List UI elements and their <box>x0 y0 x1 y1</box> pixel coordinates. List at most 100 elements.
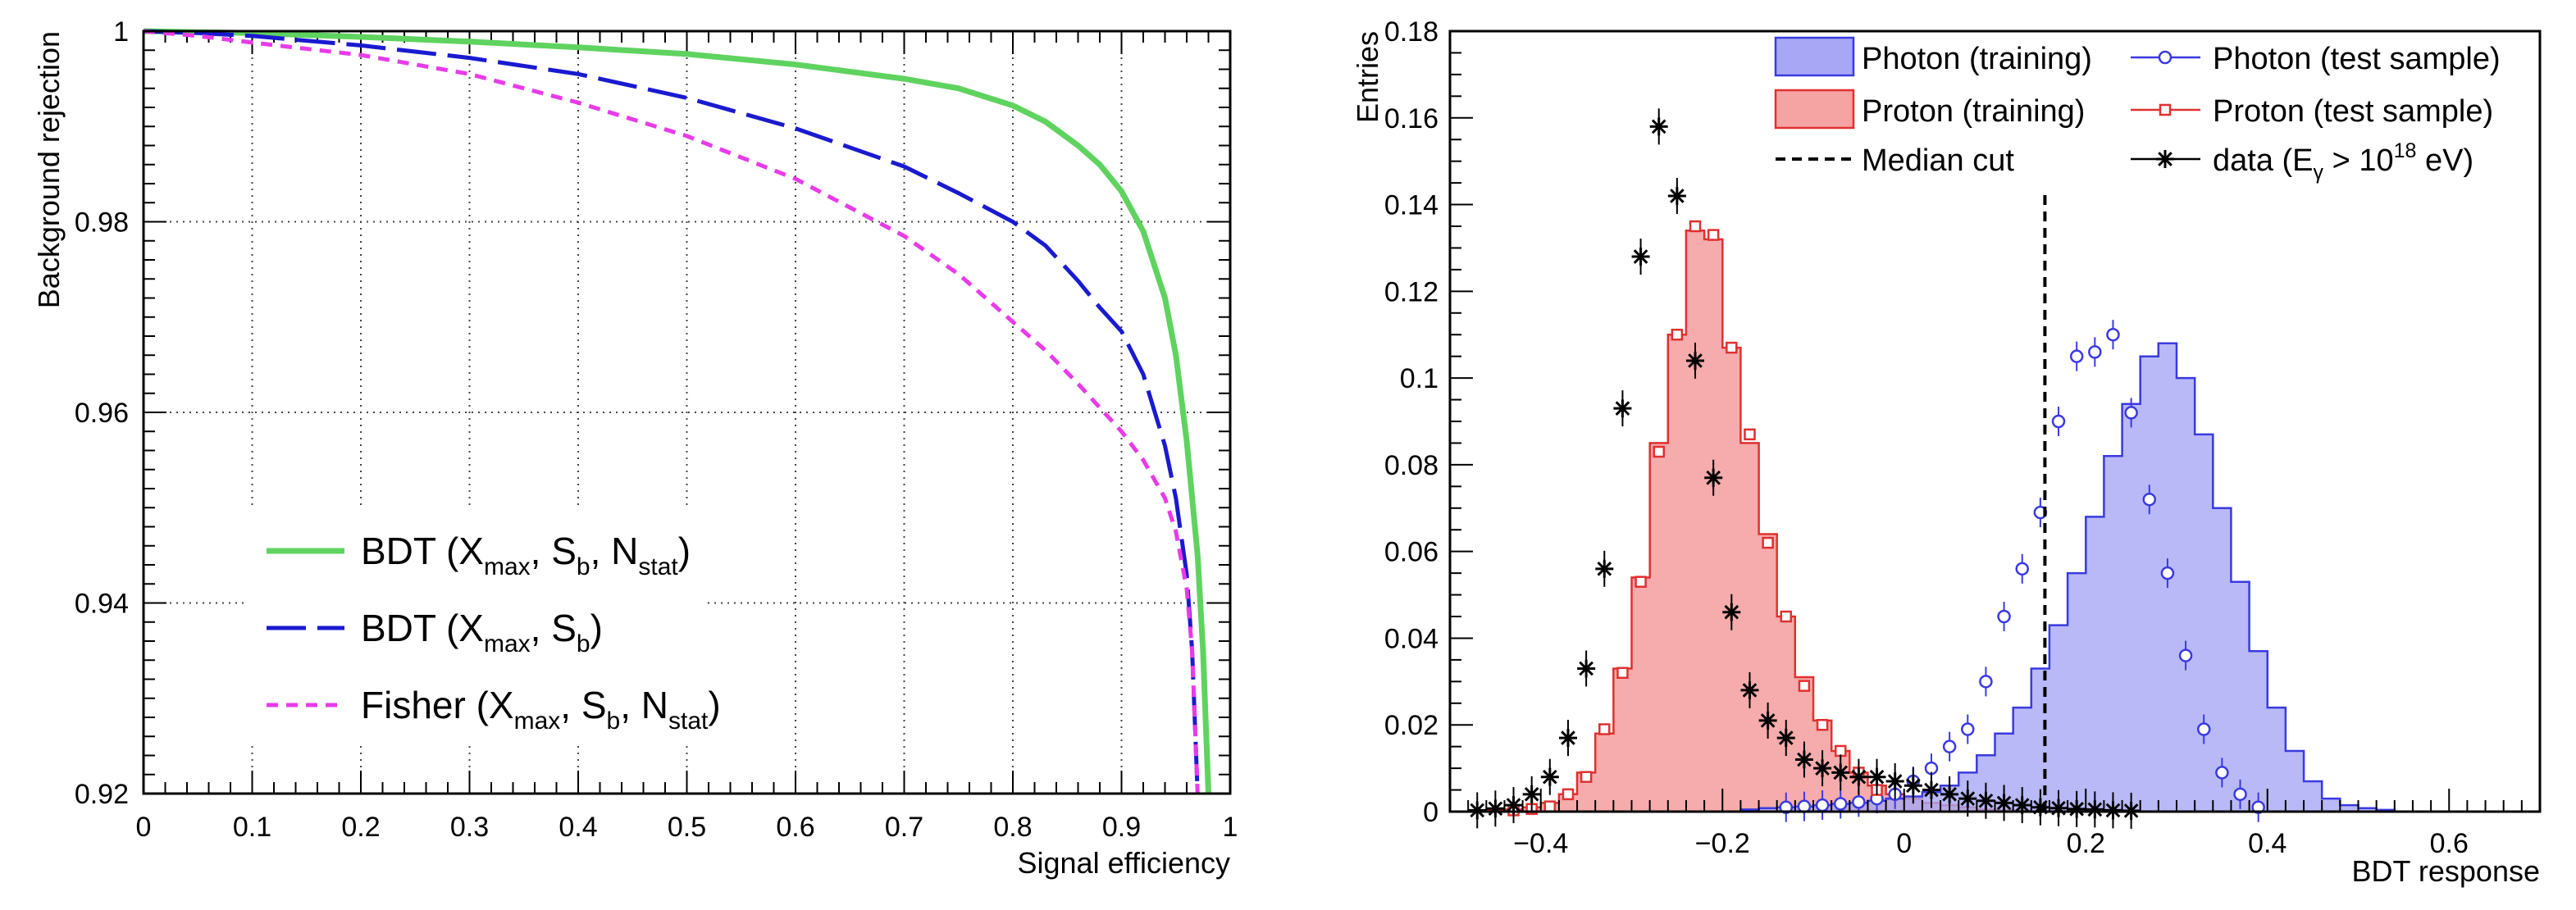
data-point <box>1667 177 1686 214</box>
photon-test-point <box>2088 345 2102 359</box>
photon-test-point <box>2051 414 2066 429</box>
photon-test-point <box>2215 766 2229 780</box>
data-point <box>1540 758 1559 795</box>
y-tick-label: 0.08 <box>1384 450 1438 481</box>
x-tick-label: 0.3 <box>450 812 489 843</box>
data-point <box>1504 787 1523 824</box>
y-tick-label: 0.18 <box>1384 16 1438 48</box>
photon-test-point <box>2160 566 2175 580</box>
data-point <box>1794 741 1813 778</box>
x-tick-label: −0.4 <box>1513 828 1568 859</box>
photon-test-point <box>2233 787 2247 802</box>
data-point <box>1722 594 1741 630</box>
x-tick-label: 0.1 <box>233 812 271 843</box>
data-point <box>2068 790 2086 827</box>
proton-test-point <box>1653 445 1665 458</box>
legend-swatch-data <box>2131 150 2200 168</box>
proton-test-point <box>1798 680 1811 692</box>
data-point <box>1885 762 1904 799</box>
data-point <box>1976 782 1995 819</box>
x-tick-label: 0.4 <box>559 812 597 843</box>
photon-test-point <box>1961 722 1975 736</box>
data-point <box>2086 791 2104 828</box>
proton-test-point <box>1543 800 1557 812</box>
photon-test-point <box>2124 406 2138 420</box>
bdt-response-chart: −0.4 −0.2 0 0.2 0.4 0.6 0 0.02 0.04 0.06 0.08 0.1 0.… <box>1351 16 2542 888</box>
data-point <box>1468 792 1487 829</box>
legend-label-2: BDT (Xmax, Sb) <box>361 607 603 657</box>
photon-test-point <box>2196 722 2211 736</box>
data-point <box>1758 702 1777 739</box>
photon-test-point <box>2142 492 2157 507</box>
proton-test-point <box>1834 744 1847 758</box>
y-tick-label: 0.12 <box>1384 276 1438 307</box>
plot-frame <box>1448 30 2542 813</box>
x-tick-label: 0.6 <box>776 812 814 843</box>
x-tick-label: 0.2 <box>341 812 380 843</box>
data-point <box>1613 390 1632 427</box>
photon-test-point <box>2069 349 2084 363</box>
photon-test-point <box>2106 327 2120 342</box>
y-tick-label: 0.16 <box>1384 103 1438 134</box>
proton-test-point <box>1689 220 1702 233</box>
proton-test-point <box>1562 788 1575 801</box>
y-tick-label: 0.06 <box>1384 537 1438 568</box>
legend-label-1: BDT (Xmax, Sb, Nstat) <box>361 530 691 580</box>
data-point <box>1958 780 1977 817</box>
photon-test-point <box>2178 648 2193 662</box>
y-tick-label: 0 <box>1423 797 1438 828</box>
proton-test-point <box>1635 576 1647 588</box>
data-point <box>1940 776 1959 812</box>
legend-swatch-photon-test <box>2158 50 2173 65</box>
legend-swatch-photon-training <box>1774 36 1855 77</box>
proton-test-point <box>1616 667 1629 680</box>
proton-test-point <box>1780 610 1793 623</box>
data-point <box>1776 720 1795 757</box>
y-tick-label: 0.94 <box>75 589 129 620</box>
x-tick-label: 0.6 <box>2430 828 2469 859</box>
legend-label-photon-training: Photon (training) <box>1862 42 2092 76</box>
proton-test-point <box>1580 771 1593 783</box>
data-point <box>2013 787 2031 824</box>
photon-test-point <box>1852 795 1866 809</box>
legend-label-proton-test: Proton (test sample) <box>2213 94 2493 129</box>
proton-test-point <box>1744 428 1756 441</box>
data-point <box>1995 785 2013 821</box>
legend-label-photon-test: Photon (test sample) <box>2213 42 2501 76</box>
x-axis-label: BDT response <box>2352 854 2540 888</box>
y-tick-label: 0.92 <box>75 779 129 810</box>
legend-label-3: Fisher (Xmax, Sb, Nstat) <box>361 684 721 735</box>
y-tick-label: 1 <box>113 16 129 48</box>
data-point <box>1849 758 1868 795</box>
x-tick-label: 0.8 <box>993 812 1032 843</box>
x-tick-label: 0.2 <box>2067 828 2105 859</box>
y-tick-label: 0.98 <box>75 207 129 239</box>
proton-test-point <box>1762 536 1774 549</box>
data-point <box>1831 754 1850 791</box>
y-axis-label: Background rejection <box>32 31 66 308</box>
data-point <box>1686 342 1705 379</box>
legend-label-proton-training: Proton (training) <box>1862 94 2085 129</box>
series-line-2 <box>143 29 1200 794</box>
data-point <box>1867 758 1886 795</box>
x-tick-label: 0 <box>136 812 152 843</box>
data-point <box>1904 767 1922 804</box>
x-tick-label: 0.5 <box>668 812 706 843</box>
x-tick-label: 0.4 <box>2248 828 2286 859</box>
data-point <box>1813 750 1832 787</box>
proton-test-point <box>1726 341 1738 354</box>
proton-test-point <box>1816 718 1829 731</box>
photon-test-point <box>1942 739 1957 753</box>
proton-test-point <box>1598 723 1611 735</box>
y-tick-label: 0.1 <box>1400 363 1438 394</box>
x-tick-label: 0.7 <box>885 812 923 843</box>
data-point <box>1486 790 1505 827</box>
proton-test-point <box>1671 328 1684 341</box>
legend-swatch-proton-training <box>1774 89 1855 130</box>
photon-test-point <box>1833 797 1848 811</box>
series-line-1 <box>143 28 1211 794</box>
x-axis-label: Signal efficiency <box>1018 846 1231 880</box>
data-point <box>1740 671 1759 708</box>
photon-test-point <box>1979 675 1993 689</box>
